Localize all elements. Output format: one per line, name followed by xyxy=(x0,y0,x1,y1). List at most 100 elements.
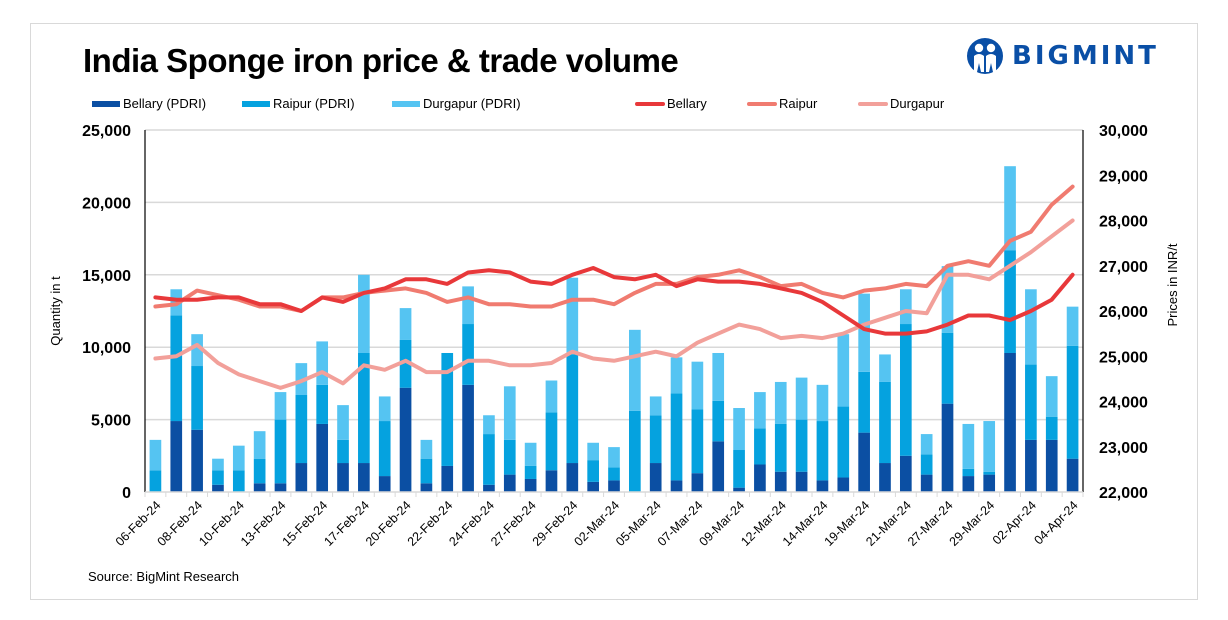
bar-raipur-pdri xyxy=(337,439,349,464)
bar-raipur-pdri xyxy=(253,458,266,484)
bar-raipur-pdri xyxy=(483,434,495,485)
bar-bellary-pdri xyxy=(441,465,454,492)
bar-durgapur-pdri xyxy=(608,447,620,468)
y2-tick-label: 30,000 xyxy=(1099,123,1148,140)
bar-raipur-pdri xyxy=(733,450,745,488)
bar-bellary-pdri xyxy=(212,484,224,492)
bar-bellary-pdri xyxy=(462,384,474,492)
bar-durgapur-pdri xyxy=(274,392,287,420)
y-tick-label: 0 xyxy=(122,485,131,502)
y2-tick-label: 25,000 xyxy=(1099,349,1148,366)
line-durgapur xyxy=(153,218,1075,390)
y-tick-label: 25,000 xyxy=(82,123,131,140)
bar-raipur-pdri xyxy=(462,324,474,385)
bar-bellary-pdri xyxy=(920,474,933,492)
y-tick-label: 20,000 xyxy=(82,195,131,212)
bar-bellary-pdri xyxy=(941,403,954,492)
bar-durgapur-pdri xyxy=(462,286,474,325)
bar-raipur-pdri xyxy=(1025,364,1037,440)
legend-item-raipur: Raipur xyxy=(747,96,817,111)
bar-durgapur-pdri xyxy=(1004,166,1016,251)
bar-raipur-pdri xyxy=(358,352,370,464)
bar-raipur-pdri xyxy=(691,409,704,474)
bar-bellary-pdri xyxy=(420,483,433,492)
bar-durgapur-pdri xyxy=(691,361,704,410)
bar-bellary-pdri xyxy=(983,474,996,492)
bar-durgapur-pdri xyxy=(149,439,162,471)
bar-raipur-pdri xyxy=(524,465,537,479)
bar-raipur-pdri xyxy=(1004,250,1016,353)
bar-raipur-pdri xyxy=(816,421,829,481)
legend-line xyxy=(858,101,888,106)
bar-durgapur-pdri xyxy=(420,439,433,459)
bar-raipur-pdri xyxy=(378,421,391,477)
bar-bellary-pdri xyxy=(879,463,891,492)
bar-durgapur-pdri xyxy=(378,396,391,422)
bar-bellary-pdri xyxy=(649,463,662,492)
bar-durgapur-pdri xyxy=(524,442,537,466)
bar-bellary-pdri xyxy=(337,463,349,492)
bar-durgapur-pdri xyxy=(1045,376,1058,417)
legend-label: Bellary xyxy=(667,96,707,111)
bar-raipur-pdri xyxy=(879,381,891,464)
y2-tick-label: 23,000 xyxy=(1099,440,1148,457)
bar-durgapur-pdri xyxy=(795,377,808,420)
bar-durgapur-pdri xyxy=(483,415,495,435)
bar-raipur-pdri xyxy=(837,406,850,478)
bar-durgapur-pdri xyxy=(670,357,683,394)
bar-raipur-pdri xyxy=(441,352,454,466)
bar-durgapur-pdri xyxy=(503,386,516,440)
bar-durgapur-pdri xyxy=(358,274,370,353)
bar-durgapur-pdri xyxy=(774,381,787,424)
bar-raipur-pdri xyxy=(608,467,620,481)
bar-durgapur-pdri xyxy=(191,334,203,367)
bar-raipur-pdri xyxy=(316,384,329,424)
legend-item-raipur-pdri: Raipur (PDRI) xyxy=(242,96,355,111)
bar-raipur-pdri xyxy=(232,470,245,492)
y2-tick-label: 24,000 xyxy=(1099,395,1148,412)
bar-raipur-pdri xyxy=(649,415,662,464)
bar-bellary-pdri xyxy=(566,463,579,492)
source-note: Source: BigMint Research xyxy=(88,569,240,584)
legend-item-durgapur-pdri: Durgapur (PDRI) xyxy=(392,96,521,111)
bar-raipur-pdri xyxy=(212,470,224,485)
bar-bellary-pdri xyxy=(295,463,308,492)
y2-tick-label: 27,000 xyxy=(1099,259,1148,276)
bigmint-logo-icon xyxy=(967,38,1003,74)
bigmint-logo: BIGMINT xyxy=(966,36,1159,76)
legend-swatch xyxy=(92,100,120,107)
bar-durgapur-pdri xyxy=(316,341,329,385)
bar-bellary-pdri xyxy=(1066,458,1079,492)
y2-tick-label: 26,000 xyxy=(1099,304,1148,321)
legend-label: Durgapur (PDRI) xyxy=(423,96,521,111)
bar-bellary-pdri xyxy=(733,487,745,492)
bar-durgapur-pdri xyxy=(816,384,829,422)
chart-title: India Sponge iron price & trade volume xyxy=(83,42,679,79)
legend-line xyxy=(635,101,665,106)
bar-bellary-pdri xyxy=(503,474,516,492)
y2-tick-label: 28,000 xyxy=(1099,214,1148,231)
line-raipur xyxy=(153,184,1075,313)
bar-bellary-pdri xyxy=(253,483,266,492)
bar-bellary-pdri xyxy=(378,476,391,492)
bar-raipur-pdri xyxy=(858,371,870,433)
y2-axis-label: Prices in INR/t xyxy=(1165,243,1180,326)
bar-bellary-pdri xyxy=(358,463,370,492)
bar-durgapur-pdri xyxy=(587,442,599,461)
bar-durgapur-pdri xyxy=(837,334,850,407)
bar-durgapur-pdri xyxy=(232,445,245,471)
bar-durgapur-pdri xyxy=(879,354,891,382)
bar-raipur-pdri xyxy=(983,471,996,475)
bar-bellary-pdri xyxy=(899,455,912,492)
bar-bellary-pdri xyxy=(1045,439,1058,492)
legend-item-bellary-pdri: Bellary (PDRI) xyxy=(92,96,206,111)
bar-bellary-pdri xyxy=(754,464,766,492)
bar-raipur-pdri xyxy=(191,366,203,430)
bar-raipur-pdri xyxy=(962,468,975,477)
bar-durgapur-pdri xyxy=(858,293,870,372)
bar-durgapur-pdri xyxy=(712,352,725,401)
bar-durgapur-pdri xyxy=(253,431,266,459)
bar-raipur-pdri xyxy=(295,394,308,464)
bar-durgapur-pdri xyxy=(337,405,349,440)
